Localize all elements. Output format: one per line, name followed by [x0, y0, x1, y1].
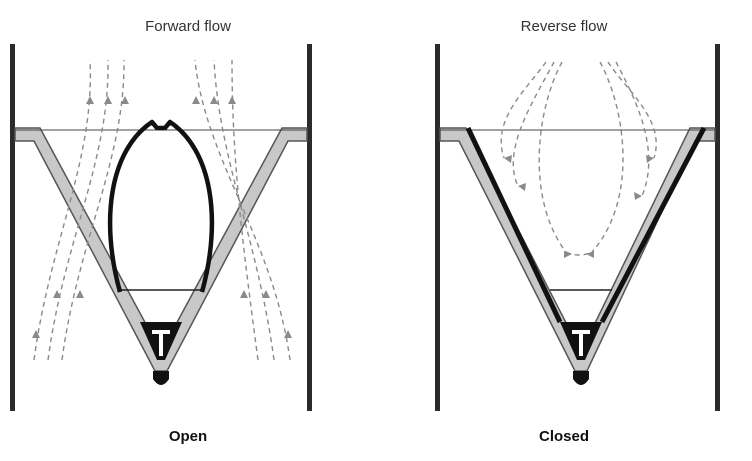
reverse-flow-arrowheads	[504, 155, 654, 258]
closed-leaflet-left	[465, 126, 563, 324]
open-state-label: Open	[168, 428, 208, 445]
open-valve-leaflets	[107, 119, 215, 293]
left-wall	[10, 44, 15, 411]
right-wall	[307, 44, 312, 411]
t-marker-icon	[152, 330, 170, 356]
open-valve-diagram	[10, 44, 312, 411]
closed-leaflet-right	[599, 126, 707, 324]
reverse-flow-lines	[500, 61, 657, 256]
right-wall	[715, 44, 720, 411]
valve-seat-cone	[14, 127, 308, 372]
reverse-flow-title: Reverse flow	[520, 18, 608, 35]
forward-flow-title: Forward flow	[145, 18, 231, 35]
valve-tip-bulb	[153, 371, 169, 385]
left-wall	[435, 44, 440, 411]
reverse-flow-panel: Reverse flow	[376, 0, 752, 461]
valve-tip-bulb	[573, 371, 589, 385]
forward-flow-panel: Forward flow	[10, 18, 312, 445]
forward-flow-arrowheads	[32, 96, 292, 338]
valve-seat-cone	[439, 127, 716, 372]
t-marker-icon	[572, 330, 590, 356]
closed-valve-diagram	[435, 44, 720, 411]
closed-state-label: Closed	[538, 428, 589, 445]
